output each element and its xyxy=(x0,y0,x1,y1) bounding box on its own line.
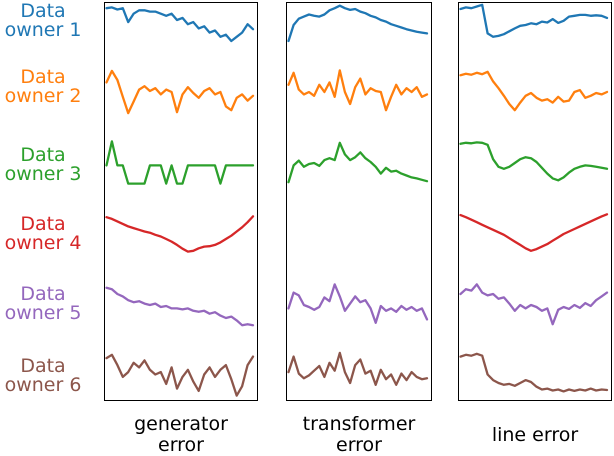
row-label-line1: Data xyxy=(20,0,66,22)
panel-generator-error xyxy=(104,2,258,401)
row-label-line2: owner 6 xyxy=(4,373,82,396)
sparkline-owner6-line xyxy=(459,352,609,393)
row-label-line1: Data xyxy=(20,144,66,166)
row-label-line1: Data xyxy=(20,355,66,377)
row-label-line2: owner 5 xyxy=(4,301,82,324)
row-label-line2: owner 3 xyxy=(4,162,82,185)
row-label-owner1: Data owner 1 xyxy=(0,0,100,41)
row-label-line1: Data xyxy=(20,283,66,305)
sparkline-owner2-line xyxy=(459,70,609,112)
sparkline-owner1-line xyxy=(459,3,609,38)
row-label-owner4: Data owner 4 xyxy=(0,213,100,254)
sparkline-canvas-generator xyxy=(105,6,255,397)
sparkline-owner5-generator xyxy=(105,286,255,327)
sparkline-owner6-transformer xyxy=(287,351,429,386)
sparkline-owner3-transformer xyxy=(287,141,429,184)
sparkline-canvas-line xyxy=(459,3,609,393)
row-label-owner2: Data owner 2 xyxy=(0,66,100,107)
sparkline-owner1-generator xyxy=(105,6,255,43)
caption-generator-error: generator error xyxy=(104,412,258,456)
caption-line1: transformer xyxy=(302,413,416,435)
sparkline-owner4-generator xyxy=(105,215,255,253)
row-label-owner6: Data owner 6 xyxy=(0,355,100,396)
row-label-owner5: Data owner 5 xyxy=(0,283,100,324)
sparkline-canvas-transformer xyxy=(287,4,429,386)
sparkline-owner2-transformer xyxy=(287,69,429,112)
row-label-line2: owner 4 xyxy=(4,231,82,254)
caption-line2: error xyxy=(158,434,204,456)
row-label-owner3: Data owner 3 xyxy=(0,144,100,185)
caption-transformer-error: transformer error xyxy=(286,412,432,456)
sparkline-owner5-transformer xyxy=(287,283,429,324)
caption-line1: line error xyxy=(491,423,579,446)
sparkline-owner4-line xyxy=(459,213,609,252)
sparkline-owner3-generator xyxy=(105,140,255,185)
sparkline-owner2-generator xyxy=(105,69,255,115)
caption-line-error: line error xyxy=(458,412,612,456)
row-label-line1: Data xyxy=(20,66,66,88)
sparkline-owner5-line xyxy=(459,283,609,326)
sparkline-owner6-generator xyxy=(105,353,255,397)
panel-transformer-error xyxy=(286,2,432,401)
sparkline-owner1-transformer xyxy=(287,4,429,43)
row-label-line2: owner 1 xyxy=(4,18,82,41)
caption-line1: generator xyxy=(134,413,228,435)
caption-line2: error xyxy=(336,434,382,456)
row-label-line1: Data xyxy=(20,213,66,235)
panel-line-error xyxy=(458,2,612,401)
row-label-line2: owner 2 xyxy=(4,84,82,107)
sparkline-owner3-line xyxy=(459,141,609,182)
